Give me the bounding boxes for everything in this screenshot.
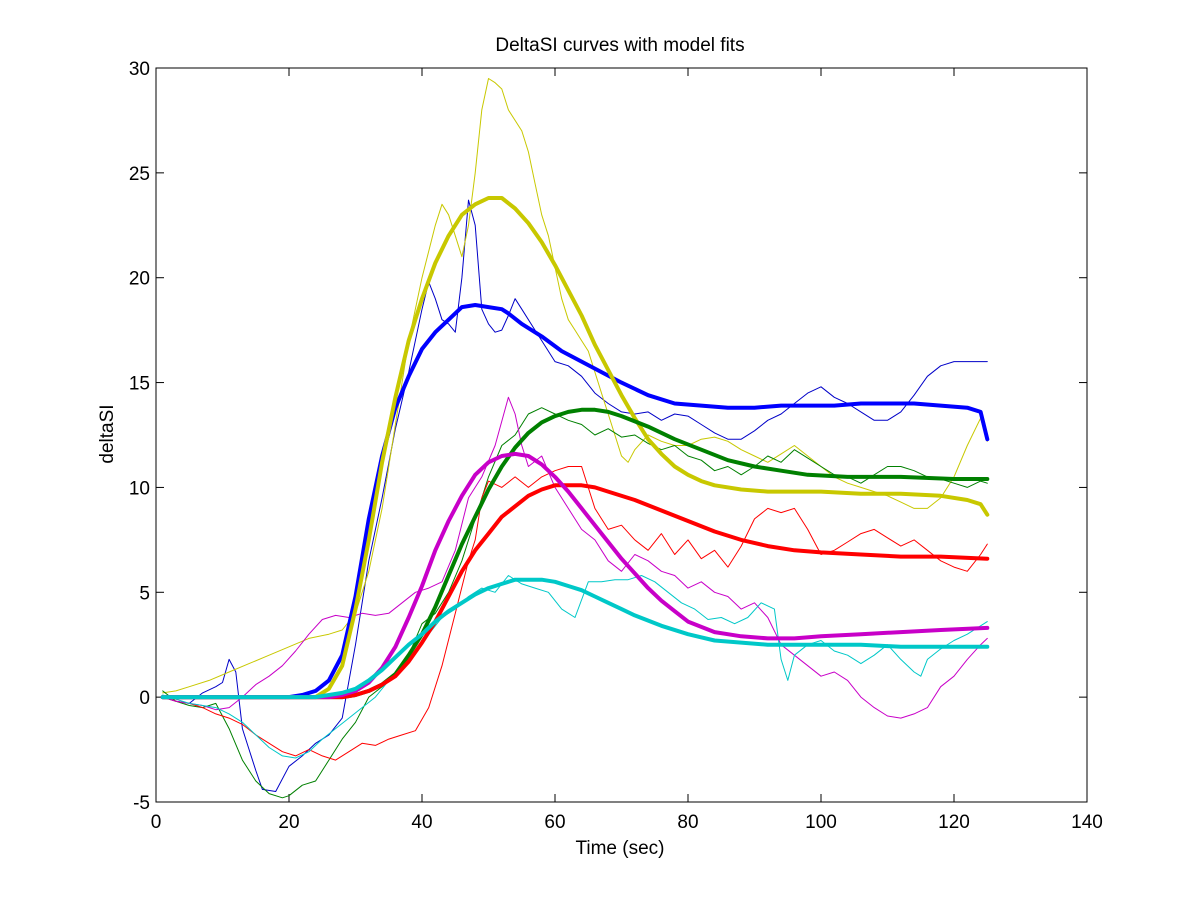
fit-curve-line bbox=[160, 577, 990, 700]
data-curve-line bbox=[162, 199, 988, 792]
chart-title: DeltaSI curves with model fits bbox=[495, 35, 744, 56]
y-tick-label: 20 bbox=[129, 269, 150, 290]
data-curve-line bbox=[162, 396, 988, 719]
y-axis-title: deltaSI bbox=[97, 404, 118, 463]
data-curve-line bbox=[162, 575, 988, 759]
y-tick-label: 10 bbox=[129, 478, 150, 499]
x-tick-label: 80 bbox=[677, 812, 698, 833]
data-curve-line bbox=[162, 466, 988, 761]
data-curve-line bbox=[162, 78, 988, 694]
plot-frame bbox=[155, 67, 1088, 803]
x-tick-label: 0 bbox=[151, 812, 162, 833]
y-tick-label: 30 bbox=[129, 59, 150, 80]
fit-curve-line bbox=[160, 483, 990, 700]
y-tick-label: -5 bbox=[133, 793, 150, 814]
y-tick-label: 15 bbox=[129, 374, 150, 395]
data-curve-line bbox=[162, 407, 988, 799]
y-tick-label: 5 bbox=[139, 583, 150, 604]
x-tick-label: 20 bbox=[278, 812, 299, 833]
y-tick-label: 0 bbox=[139, 688, 150, 709]
y-tick-label: 25 bbox=[129, 164, 150, 185]
x-tick-label: 40 bbox=[411, 812, 432, 833]
fit-curve-line bbox=[160, 196, 990, 700]
x-tick-label: 100 bbox=[805, 812, 837, 833]
x-axis-title: Time (sec) bbox=[575, 838, 664, 859]
x-tick-label: 140 bbox=[1071, 812, 1103, 833]
fit-curve-line bbox=[160, 303, 990, 700]
x-tick-label: 120 bbox=[938, 812, 970, 833]
x-tick-label: 60 bbox=[544, 812, 565, 833]
